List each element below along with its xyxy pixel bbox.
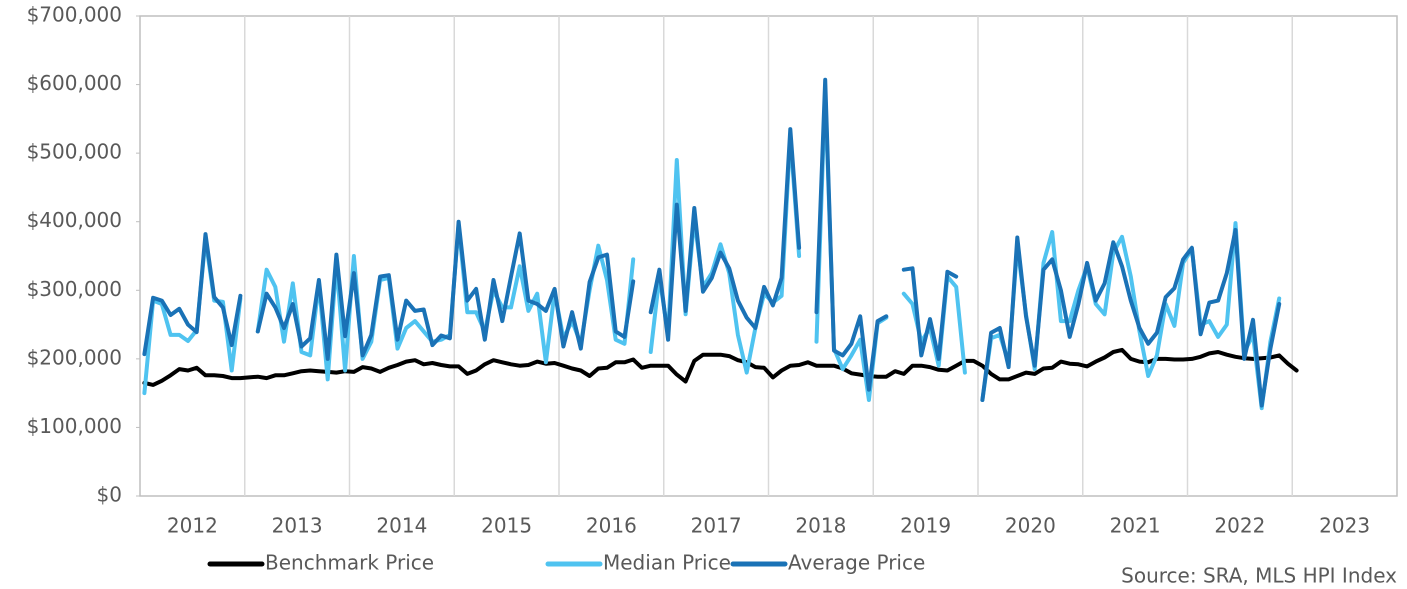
x-tick-label: 2012 [167,514,218,538]
x-tick-label: 2014 [376,514,427,538]
x-tick-label: 2022 [1214,514,1265,538]
x-tick-label: 2017 [691,514,742,538]
series-line [142,347,1299,387]
legend-label: Average Price [788,551,925,575]
x-tick-label: 2016 [586,514,637,538]
y-tick-label: $600,000 [27,71,122,95]
y-tick-label: $200,000 [27,345,122,369]
source-note: Source: SRA, MLS HPI Index [1121,564,1397,588]
x-tick-label: 2018 [795,514,846,538]
y-tick-label: $700,000 [27,3,122,27]
x-tick-label: 2015 [481,514,532,538]
x-tick-label: 2013 [272,514,323,538]
series-line [142,89,1282,411]
y-tick-label: $400,000 [27,208,122,232]
y-tick-label: $0 [97,483,122,507]
y-tick-label: $300,000 [27,277,122,301]
y-tick-label: $100,000 [27,414,122,438]
series-line [142,77,1282,408]
legend-label: Median Price [603,551,731,575]
legend-label: Benchmark Price [265,551,434,575]
x-tick-label: 2023 [1319,514,1370,538]
x-tick-label: 2020 [1005,514,1056,538]
y-tick-label: $500,000 [27,140,122,164]
x-tick-label: 2019 [900,514,951,538]
x-tick-label: 2021 [1110,514,1161,538]
